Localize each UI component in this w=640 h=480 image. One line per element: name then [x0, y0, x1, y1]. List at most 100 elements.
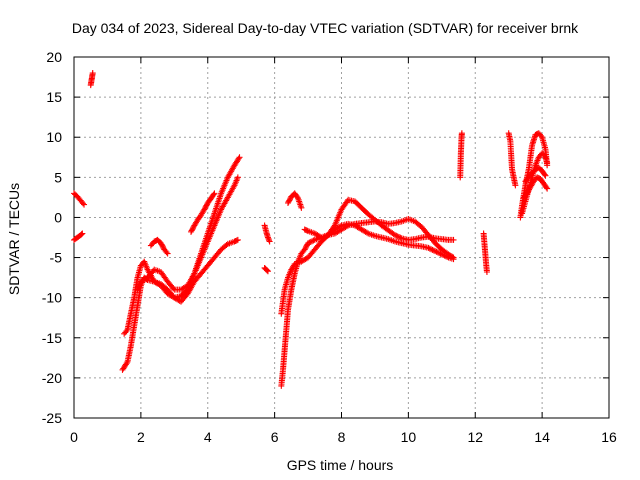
chart-title: Day 034 of 2023, Sidereal Day-to-day VTE…: [72, 20, 579, 36]
series-arc-n: [301, 196, 457, 243]
y-tick-label: 0: [54, 209, 62, 225]
data-point: [236, 154, 243, 161]
data-point: [392, 232, 398, 239]
data-point: [264, 268, 271, 275]
data-point: [190, 225, 197, 232]
x-tick-label: 4: [204, 429, 212, 445]
data-point: [264, 234, 271, 241]
data-point: [363, 229, 370, 236]
data-point: [123, 328, 130, 335]
data-point: [428, 246, 435, 253]
data-point: [397, 234, 404, 241]
data-point: [203, 202, 210, 209]
x-tick-label: 14: [534, 429, 550, 445]
y-tick-label: 20: [46, 49, 62, 65]
data-point: [344, 198, 351, 205]
data-point: [285, 198, 292, 205]
data-point: [440, 251, 447, 258]
x-tick-label: 10: [401, 429, 417, 445]
y-tick-label: -15: [42, 330, 62, 346]
data-point: [303, 243, 310, 250]
data-series: [71, 70, 551, 389]
data-point: [210, 191, 217, 198]
data-point: [202, 203, 209, 210]
data-point: [483, 268, 490, 275]
data-point: [264, 267, 271, 274]
y-tick-labels: 20 15 10 5 0 -5 -10 -15 -20 -25: [42, 49, 62, 426]
data-point: [538, 132, 545, 139]
data-point: [307, 238, 314, 245]
data-point: [89, 70, 96, 77]
data-point: [287, 196, 294, 203]
axis-ticks: [73, 56, 610, 419]
data-point: [201, 206, 208, 213]
data-point: [158, 241, 165, 248]
data-point: [442, 253, 449, 260]
y-tick-label: 15: [46, 89, 62, 105]
data-point: [266, 238, 273, 245]
y-tick-label: 10: [46, 129, 62, 145]
data-point: [450, 256, 457, 263]
x-tick-label: 0: [70, 429, 78, 445]
data-point: [309, 238, 316, 245]
data-point: [266, 237, 273, 244]
data-point: [189, 226, 196, 233]
series-arc-f: [134, 154, 243, 293]
data-point: [211, 190, 218, 197]
data-point: [188, 227, 195, 234]
data-point: [525, 187, 532, 194]
x-tick-label: 8: [338, 429, 346, 445]
x-tick-labels: 0 2 4 6 8 10 12 14 16: [70, 429, 617, 445]
data-point: [432, 248, 439, 255]
data-point: [164, 250, 171, 257]
series-arc-q: [505, 130, 519, 189]
series-arc-i: [261, 222, 273, 245]
data-point: [544, 185, 551, 192]
series-arc-o: [457, 130, 465, 181]
data-point: [305, 240, 312, 247]
data-point: [524, 189, 531, 196]
y-axis-label: SDTVAR / TECUs: [6, 183, 22, 295]
data-point: [306, 239, 313, 246]
data-point: [157, 240, 164, 247]
data-point: [437, 250, 444, 257]
data-point: [426, 245, 433, 252]
x-axis-label: GPS time / hours: [287, 457, 394, 473]
series-arc-p: [480, 230, 490, 275]
data-point: [301, 246, 308, 253]
y-tick-label: -10: [42, 290, 62, 306]
data-point: [286, 197, 293, 204]
data-point: [438, 251, 445, 258]
data-point: [302, 245, 309, 252]
data-point: [78, 231, 85, 238]
data-point: [234, 236, 241, 243]
x-tick-label: 2: [137, 429, 145, 445]
data-point: [298, 204, 305, 211]
x-tick-label: 12: [467, 429, 483, 445]
y-tick-label: 5: [54, 169, 62, 185]
y-tick-label: -20: [42, 370, 62, 386]
series-arc-j: [261, 264, 271, 275]
series-arc-a: [71, 190, 88, 208]
data-point: [294, 193, 301, 200]
data-point: [79, 200, 86, 207]
x-tick-label: 16: [601, 429, 617, 445]
series-arc-h: [188, 190, 218, 235]
data-point: [265, 235, 272, 242]
data-point: [396, 234, 403, 241]
data-point: [337, 223, 344, 230]
data-point: [310, 237, 317, 244]
x-tick-label: 6: [271, 429, 279, 445]
data-point: [524, 190, 531, 197]
data-point: [159, 242, 166, 249]
data-point: [81, 201, 88, 208]
data-point: [542, 172, 549, 179]
data-point: [544, 159, 551, 166]
data-point: [393, 232, 400, 239]
data-point: [303, 242, 310, 249]
data-point: [526, 186, 533, 193]
data-point: [450, 236, 457, 243]
series-arc-m: [285, 190, 305, 211]
series-arc-u: [522, 164, 549, 185]
